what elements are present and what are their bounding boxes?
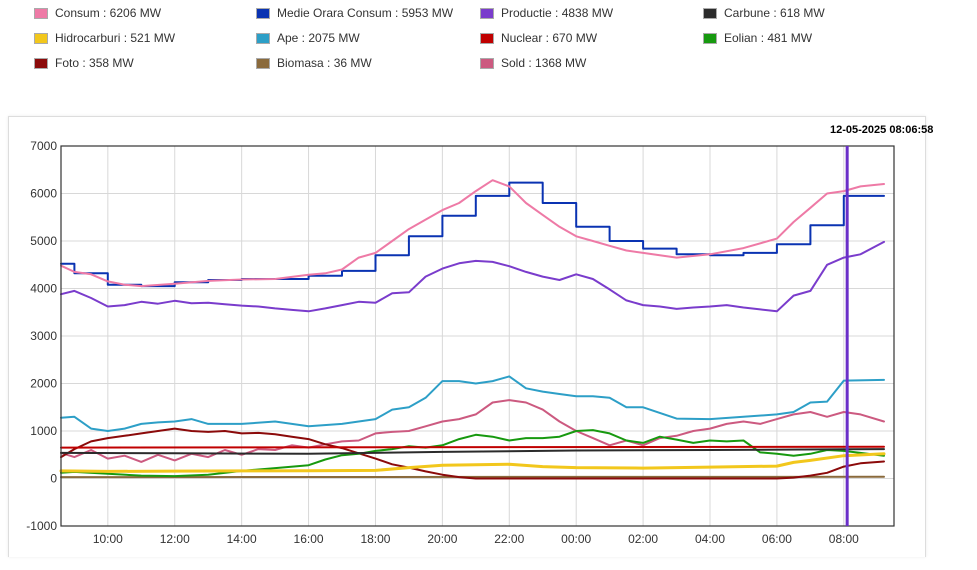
legend-label: Productie : 4838 MW	[501, 6, 614, 20]
line-chart: 7000 6000 5000 4000 3000 2000 1000 0 -1000 10:00 1…	[26, 139, 895, 546]
legend-swatch	[34, 32, 48, 44]
y-tick-label: 5000	[30, 234, 57, 248]
series-line-foto	[60, 427, 885, 480]
y-tick-label: 7000	[30, 139, 57, 153]
legend-item-1[interactable]: Consum : 6206 MW	[34, 6, 161, 20]
y-tick-label: 6000	[30, 187, 57, 201]
legend-item-2[interactable]: Medie Orara Consum : 5953 MW	[256, 6, 453, 20]
y-tick-label: 3000	[30, 329, 57, 343]
x-tick-label: 04:00	[695, 532, 725, 546]
x-tick-label: 00:00	[561, 532, 591, 546]
x-tick-label: 06:00	[762, 532, 792, 546]
chart-legend: Consum : 6206 MW Medie Orara Consum : 595…	[0, 0, 977, 80]
legend-item-7[interactable]: Nuclear : 670 MW	[480, 31, 597, 45]
y-tick-label: -1000	[26, 519, 57, 533]
x-tick-label: 08:00	[829, 532, 859, 546]
series-line-eolian	[60, 429, 885, 478]
legend-label: Consum : 6206 MW	[55, 6, 162, 20]
legend-label: Hidrocarburi : 521 MW	[55, 31, 176, 45]
series-line-hidrocarburi	[59, 452, 886, 473]
x-tick-label: 22:00	[494, 532, 524, 546]
plot-frame	[60, 145, 895, 527]
x-tick-label: 10:00	[93, 532, 123, 546]
x-tick-label: 12:00	[160, 532, 190, 546]
legend-item-3[interactable]: Productie : 4838 MW	[480, 6, 613, 20]
y-tick-label: 4000	[30, 282, 57, 296]
legend-item-10[interactable]: Biomasa : 36 MW	[256, 56, 372, 70]
legend-label: Nuclear : 670 MW	[501, 31, 598, 45]
legend-item-9[interactable]: Foto : 358 MW	[34, 56, 134, 70]
legend-swatch	[34, 7, 48, 19]
chart-panel: 7000 6000 5000 4000 3000 2000 1000 0 -1000 10:00 1…	[8, 116, 926, 557]
x-tick-label: 16:00	[294, 532, 324, 546]
legend-label: Medie Orara Consum : 5953 MW	[277, 6, 454, 20]
legend-swatch	[703, 32, 717, 44]
legend-swatch	[256, 57, 270, 69]
series-line-consum	[60, 179, 885, 288]
x-tick-label: 02:00	[628, 532, 658, 546]
legend-swatch	[480, 7, 494, 19]
x-tick-label: 18:00	[360, 532, 390, 546]
legend-swatch	[703, 7, 717, 19]
y-tick-label: 2000	[30, 377, 57, 391]
legend-label: Eolian : 481 MW	[724, 31, 813, 45]
legend-label: Foto : 358 MW	[55, 56, 134, 70]
legend-swatch	[480, 57, 494, 69]
series-line-productie	[60, 240, 885, 313]
cursor-timestamp: 12-05-2025 08:06:58	[830, 124, 934, 136]
legend-label: Biomasa : 36 MW	[277, 56, 372, 70]
series-line-medie-orara-consum	[60, 181, 885, 288]
legend-label: Ape : 2075 MW	[277, 31, 360, 45]
legend-swatch	[256, 7, 270, 19]
series-line-carbune	[60, 448, 885, 455]
legend-item-5[interactable]: Hidrocarburi : 521 MW	[34, 31, 175, 45]
legend-item-11[interactable]: Sold : 1368 MW	[480, 56, 586, 70]
legend-item-4[interactable]: Carbune : 618 MW	[703, 6, 825, 20]
y-tick-label: 0	[50, 472, 57, 486]
legend-label: Sold : 1368 MW	[501, 56, 587, 70]
legend-swatch	[34, 57, 48, 69]
series-line-ape	[60, 375, 885, 432]
series-line-nuclear	[60, 445, 885, 449]
y-tick-label: 1000	[30, 424, 57, 438]
legend-item-6[interactable]: Ape : 2075 MW	[256, 31, 360, 45]
legend-label: Carbune : 618 MW	[724, 6, 825, 20]
legend-swatch	[256, 32, 270, 44]
legend-item-8[interactable]: Eolian : 481 MW	[703, 31, 812, 45]
x-tick-label: 20:00	[427, 532, 457, 546]
x-tick-label: 14:00	[227, 532, 257, 546]
legend-swatch	[480, 32, 494, 44]
